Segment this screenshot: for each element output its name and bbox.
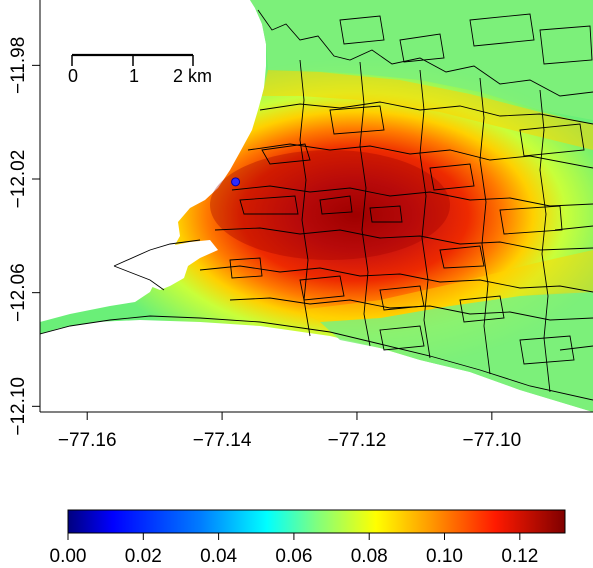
scale-label-1: 1 xyxy=(129,66,139,86)
colorbar-tick-label: 0.04 xyxy=(200,546,237,567)
scale-label-2km: 2 km xyxy=(173,66,212,86)
north-transition xyxy=(262,70,593,150)
peak-zone xyxy=(210,150,450,260)
scale-bar: 0 1 2 km xyxy=(68,53,212,86)
southern-low-zone xyxy=(320,290,593,412)
map-raster xyxy=(40,0,593,412)
harbour-water xyxy=(148,240,218,290)
x-tick-label: −77.10 xyxy=(463,430,522,451)
x-tick-label: −77.12 xyxy=(328,430,387,451)
y-tick-label: −12.02 xyxy=(8,150,29,209)
colorbar-tick-label: 0.00 xyxy=(50,546,87,567)
colorbar-tick-label: 0.06 xyxy=(275,546,312,567)
colorbar-tick-label: 0.12 xyxy=(501,546,538,567)
colorbar-tick-label: 0.08 xyxy=(351,546,388,567)
site-marker-icon xyxy=(231,177,241,187)
y-tick-label: −11.98 xyxy=(8,37,29,94)
x-tick-label: −77.16 xyxy=(58,430,117,451)
scale-label-0: 0 xyxy=(68,66,78,86)
plot-axes: −77.16 −77.14 −77.12 −77.10 −11.98 −12.02 −12… xyxy=(8,0,593,451)
colorbar: 0.00 0.02 0.04 0.06 0.08 0.10 0.12 xyxy=(50,509,566,567)
colorbar-tick-label: 0.02 xyxy=(125,546,162,567)
y-tick-label: −12.06 xyxy=(8,263,29,322)
y-axis-ticks: −11.98 −12.02 −12.06 −12.10 xyxy=(8,37,40,436)
district-boundaries xyxy=(40,9,593,401)
colorbar-ticks: 0.00 0.02 0.04 0.06 0.08 0.10 0.12 xyxy=(50,533,538,567)
x-axis-ticks: −77.16 −77.14 −77.12 −77.10 xyxy=(58,412,521,451)
colorbar-tick-label: 0.10 xyxy=(426,546,463,567)
south-transition xyxy=(300,250,593,322)
colorbar-ramp xyxy=(67,509,566,534)
y-tick-label: −12.10 xyxy=(8,377,29,436)
x-tick-label: −77.14 xyxy=(193,430,252,451)
